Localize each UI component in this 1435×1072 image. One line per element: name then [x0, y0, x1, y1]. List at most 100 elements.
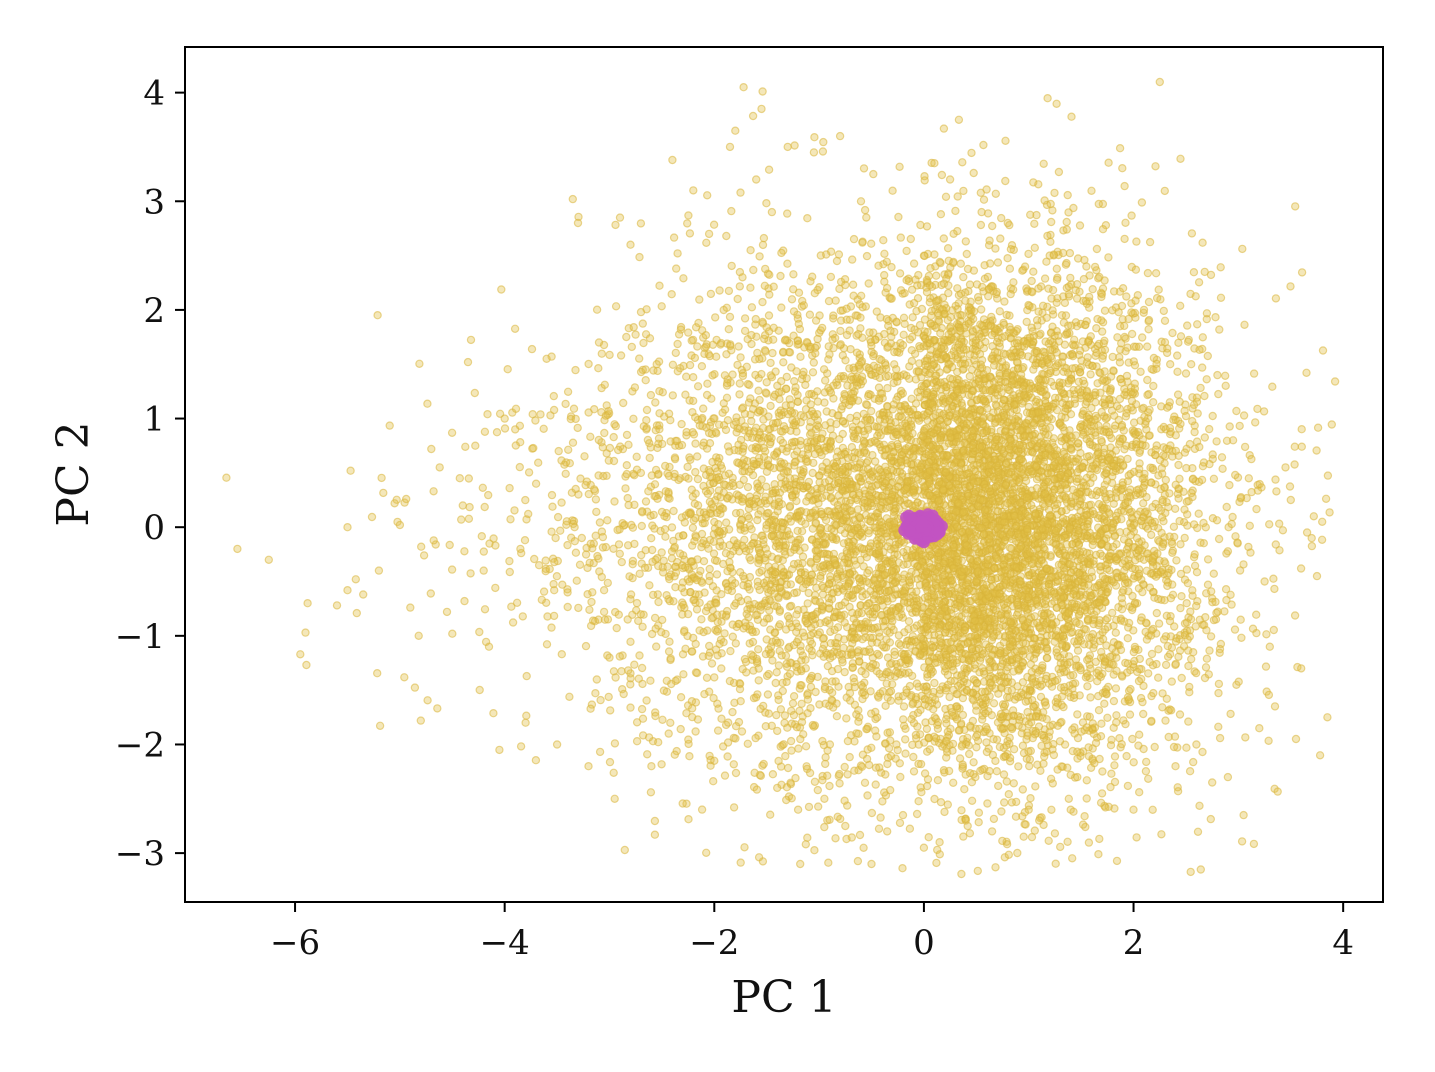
data-point	[777, 651, 786, 660]
data-point	[1136, 367, 1145, 376]
data-point	[1091, 398, 1100, 407]
data-point	[510, 506, 519, 515]
data-point	[426, 589, 435, 598]
data-point	[712, 586, 721, 595]
data-point	[1196, 383, 1205, 393]
data-point	[1196, 865, 1206, 874]
data-point	[777, 303, 786, 312]
data-point	[1173, 390, 1183, 399]
data-point	[736, 858, 745, 867]
data-point	[598, 532, 608, 542]
data-point	[1063, 837, 1072, 847]
data-point	[1176, 154, 1185, 163]
data-point	[1212, 516, 1222, 525]
data-point	[1187, 488, 1196, 498]
data-point	[982, 738, 991, 747]
data-point	[989, 814, 999, 824]
data-point	[1154, 285, 1163, 294]
data-point	[755, 252, 764, 261]
data-point	[1123, 781, 1133, 791]
data-point	[691, 467, 700, 477]
data-point	[1180, 533, 1189, 543]
data-point	[549, 391, 559, 401]
data-point	[1085, 712, 1095, 722]
data-point	[824, 296, 834, 306]
data-point	[531, 756, 541, 765]
data-point	[1006, 289, 1015, 299]
data-point	[743, 739, 753, 749]
data-point	[781, 751, 790, 761]
data-point	[810, 132, 819, 142]
data-point	[831, 834, 840, 843]
data-point	[783, 763, 793, 773]
data-point	[1199, 539, 1209, 548]
data-point	[992, 767, 1002, 776]
data-point	[1174, 338, 1183, 347]
data-point	[1181, 369, 1191, 378]
data-point	[1317, 535, 1327, 545]
data-point	[604, 692, 613, 702]
data-point	[600, 428, 609, 438]
data-point	[936, 209, 946, 219]
data-point	[1247, 454, 1256, 464]
data-point	[673, 339, 682, 349]
data-point	[1129, 758, 1138, 767]
data-point	[1214, 389, 1223, 399]
data-point	[701, 606, 711, 616]
data-point	[783, 259, 792, 268]
data-point	[800, 543, 809, 552]
data-point	[507, 602, 516, 611]
data-point	[575, 560, 585, 570]
data-point	[1036, 766, 1045, 776]
data-point	[995, 307, 1005, 316]
data-point	[505, 483, 514, 493]
data-point	[939, 124, 949, 133]
data-point	[691, 727, 700, 736]
data-point	[673, 367, 683, 376]
data-point	[1323, 471, 1333, 480]
data-point	[1264, 690, 1274, 700]
data-point	[789, 692, 799, 701]
data-point	[1115, 143, 1125, 153]
data-point	[597, 349, 607, 358]
data-point	[1321, 494, 1331, 503]
data-point	[699, 627, 708, 637]
data-point	[940, 807, 949, 817]
data-point	[687, 485, 697, 494]
data-point	[743, 379, 753, 389]
data-point	[1048, 306, 1057, 315]
data-point	[1073, 710, 1082, 719]
data-point	[713, 617, 723, 627]
data-point	[1087, 186, 1096, 195]
data-point	[795, 324, 805, 334]
data-point	[531, 416, 540, 425]
data-point	[1112, 666, 1121, 676]
data-point	[466, 569, 475, 578]
data-point	[1128, 734, 1137, 744]
data-point	[962, 249, 972, 259]
data-point	[895, 818, 905, 828]
data-point	[1030, 243, 1040, 252]
data-point	[688, 704, 697, 713]
data-point	[1212, 608, 1221, 618]
data-point	[1062, 225, 1072, 234]
data-point	[1164, 732, 1173, 742]
data-point	[945, 692, 954, 702]
data-point	[983, 799, 992, 808]
data-point	[1230, 470, 1240, 480]
data-point	[1052, 264, 1062, 273]
data-point	[653, 366, 662, 376]
data-point	[1040, 274, 1050, 283]
data-point	[989, 735, 998, 744]
data-point	[423, 696, 432, 705]
data-point	[553, 512, 563, 522]
data-point	[1312, 446, 1321, 455]
data-point	[621, 484, 630, 493]
data-point	[1144, 325, 1153, 334]
data-point	[902, 246, 911, 256]
data-point	[1161, 660, 1171, 670]
data-point	[1007, 798, 1017, 807]
data-point	[874, 261, 883, 270]
data-point	[799, 301, 809, 310]
data-point	[871, 780, 880, 789]
